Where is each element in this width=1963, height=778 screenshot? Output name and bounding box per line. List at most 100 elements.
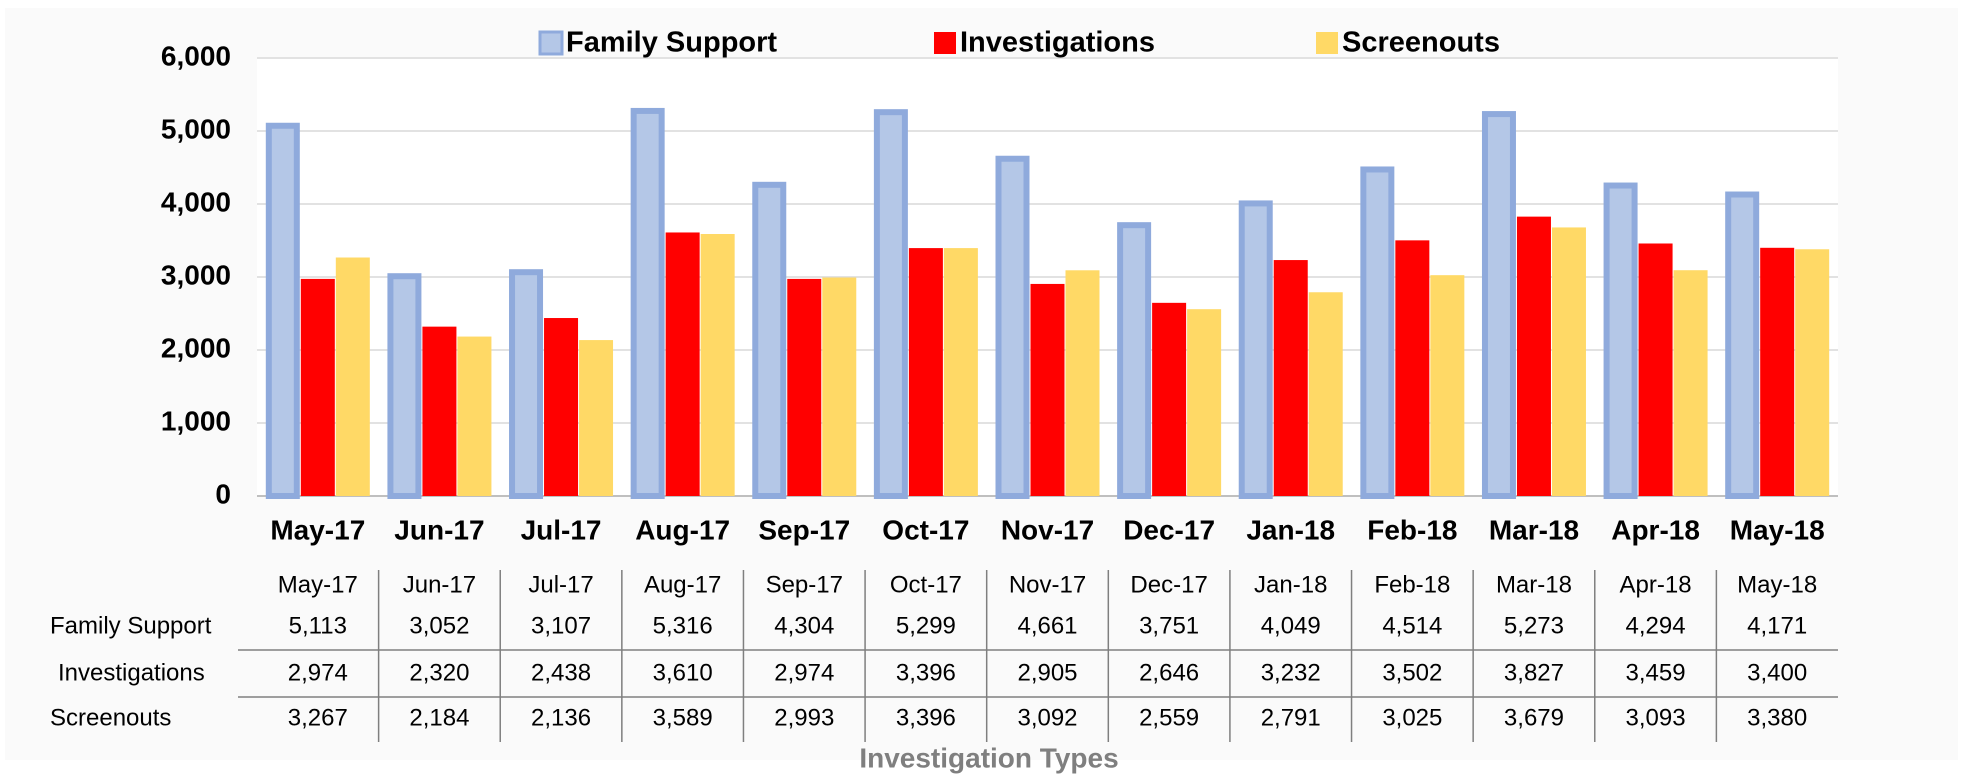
bar [752,181,787,499]
bar [335,257,370,496]
bar [665,232,700,496]
bar [908,248,943,496]
table-cell: 2,646 [1139,659,1199,686]
bar [1187,309,1222,496]
x-tick-label: Mar-18 [1489,514,1579,545]
x-tick-label: Oct-17 [882,514,969,545]
table-cell: 3,610 [653,659,713,686]
table-cell: 3,396 [896,659,956,686]
table-header: Feb-18 [1374,571,1450,598]
table-cell: 4,049 [1261,612,1321,639]
legend-swatch [1316,32,1338,54]
x-tick-label: May-18 [1730,514,1825,545]
bar [1117,222,1152,499]
table-cell: 3,396 [896,704,956,731]
table-header: May-17 [278,571,358,598]
bar [943,248,978,496]
bar [1238,200,1273,499]
table-header: Nov-17 [1009,571,1086,598]
x-tick-label: Apr-18 [1611,514,1700,545]
bar [1673,270,1708,496]
table-cell: 5,299 [896,612,956,639]
table-cell: 5,316 [653,612,713,639]
bar [1395,240,1430,496]
bar [873,109,908,499]
table-cell: 3,093 [1626,704,1686,731]
y-tick-label: 5,000 [161,113,231,144]
x-tick-label: Jul-17 [521,514,602,545]
table-cell: 4,304 [774,612,834,639]
bar [1760,247,1795,496]
y-tick-label: 6,000 [161,40,231,71]
table-row-label: Family Support [50,612,212,639]
bar [1273,260,1308,496]
x-axis-label: Investigation Types [859,742,1118,773]
x-tick-label: Sep-17 [758,514,850,545]
x-tick-label: Dec-17 [1123,514,1215,545]
y-tick-label: 1,000 [161,405,231,436]
table-header: Jun-17 [403,571,476,598]
table-cell: 3,380 [1747,704,1807,731]
x-tick-label: Feb-18 [1367,514,1457,545]
bar [1516,216,1551,496]
table-cell: 3,827 [1504,659,1564,686]
bar [995,155,1030,499]
table-cell: 3,459 [1626,659,1686,686]
table-cell: 2,791 [1261,704,1321,731]
bar [509,269,544,499]
table-cell: 3,107 [531,612,591,639]
table-header: Apr-18 [1620,571,1692,598]
bar [265,122,300,499]
bar [1308,292,1343,496]
bar [1551,227,1586,497]
bar [1430,275,1465,496]
legend-label: Family Support [566,27,777,59]
table-row-label: Investigations [58,659,205,686]
table-header: Jan-18 [1254,571,1327,598]
bar [822,277,857,496]
x-tick-label: May-17 [270,514,365,545]
table-header: Oct-17 [890,571,962,598]
y-tick-label: 2,000 [161,332,231,363]
y-tick-label: 4,000 [161,186,231,217]
table-cell: 2,974 [288,659,348,686]
legend-label: Screenouts [1342,27,1500,59]
table-cell: 3,267 [288,704,348,731]
bar [422,326,457,496]
table-cell: 5,273 [1504,612,1564,639]
table-cell: 2,184 [409,704,469,731]
bar [1030,283,1065,496]
table-cell: 3,025 [1382,704,1442,731]
bar [700,234,735,497]
table-cell: 2,905 [1017,659,1077,686]
table-row-label: Screenouts [50,704,171,731]
bar [387,273,422,500]
table-cell: 3,092 [1017,704,1077,731]
legend-swatch [538,30,564,56]
table-cell: 4,171 [1747,612,1807,639]
y-tick-label: 0 [215,478,231,509]
bar [1481,111,1516,499]
table-cell: 2,559 [1139,704,1199,731]
table-cell: 4,514 [1382,612,1442,639]
table-header: Jul-17 [528,571,593,598]
table-cell: 2,320 [409,659,469,686]
bar [457,336,492,496]
table-header: May-18 [1737,571,1817,598]
table-cell: 2,136 [531,704,591,731]
x-tick-label: Aug-17 [635,514,730,545]
table-cell: 2,438 [531,659,591,686]
bar [1152,302,1187,496]
table-cell: 4,661 [1017,612,1077,639]
table-cell: 4,294 [1626,612,1686,639]
x-tick-label: Jan-18 [1246,514,1335,545]
bar [579,340,614,496]
bar [787,278,822,496]
bar [1360,166,1395,499]
bar [1725,191,1760,499]
table-header: Mar-18 [1496,571,1572,598]
table-header: Dec-17 [1130,571,1207,598]
bar [544,318,579,496]
y-tick-label: 3,000 [161,259,231,290]
